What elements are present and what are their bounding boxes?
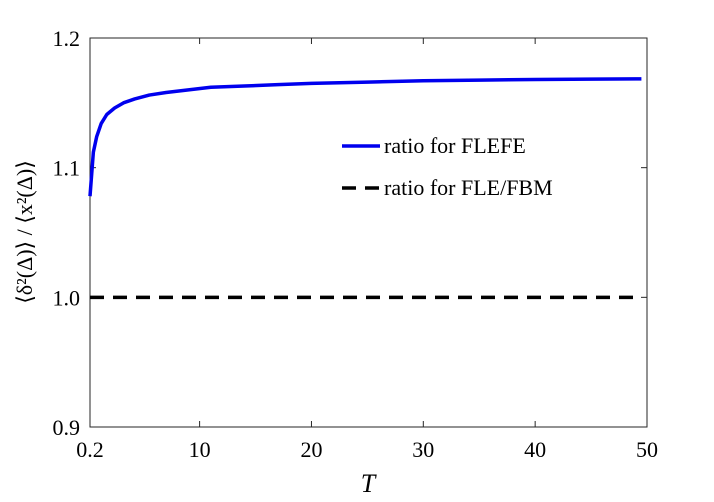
x-axis-label: T <box>361 469 377 498</box>
series-layer <box>88 77 642 300</box>
x-tick-label: 20 <box>300 437 322 462</box>
x-tick-label: 50 <box>636 437 658 462</box>
x-tick-label: 30 <box>412 437 434 462</box>
x-tick-label: 10 <box>189 437 211 462</box>
legend: ratio for FLEFE ratio for FLE/FBM <box>342 133 553 200</box>
y-tick-label: 1.0 <box>53 285 81 310</box>
y-tick-label: 1.2 <box>53 26 81 51</box>
axis-tick-labels: 0.2 10 20 30 40 50 0.9 1.0 1.1 1.2 <box>53 26 659 462</box>
x-tick-label: 40 <box>524 437 546 462</box>
y-tick-label: 1.1 <box>53 156 81 181</box>
series-line-1 <box>88 77 642 197</box>
y-axis-label: ⟨δ²(Δ)⟩ / ⟨x²(Δ)⟩ <box>12 160 37 304</box>
y-tick-label: 0.9 <box>53 415 81 440</box>
legend-label-2: ratio for FLE/FBM <box>384 175 553 200</box>
plot-area <box>89 37 648 428</box>
legend-label-1: ratio for FLEFE <box>384 133 526 158</box>
x-tick-label: 0.2 <box>76 437 104 462</box>
